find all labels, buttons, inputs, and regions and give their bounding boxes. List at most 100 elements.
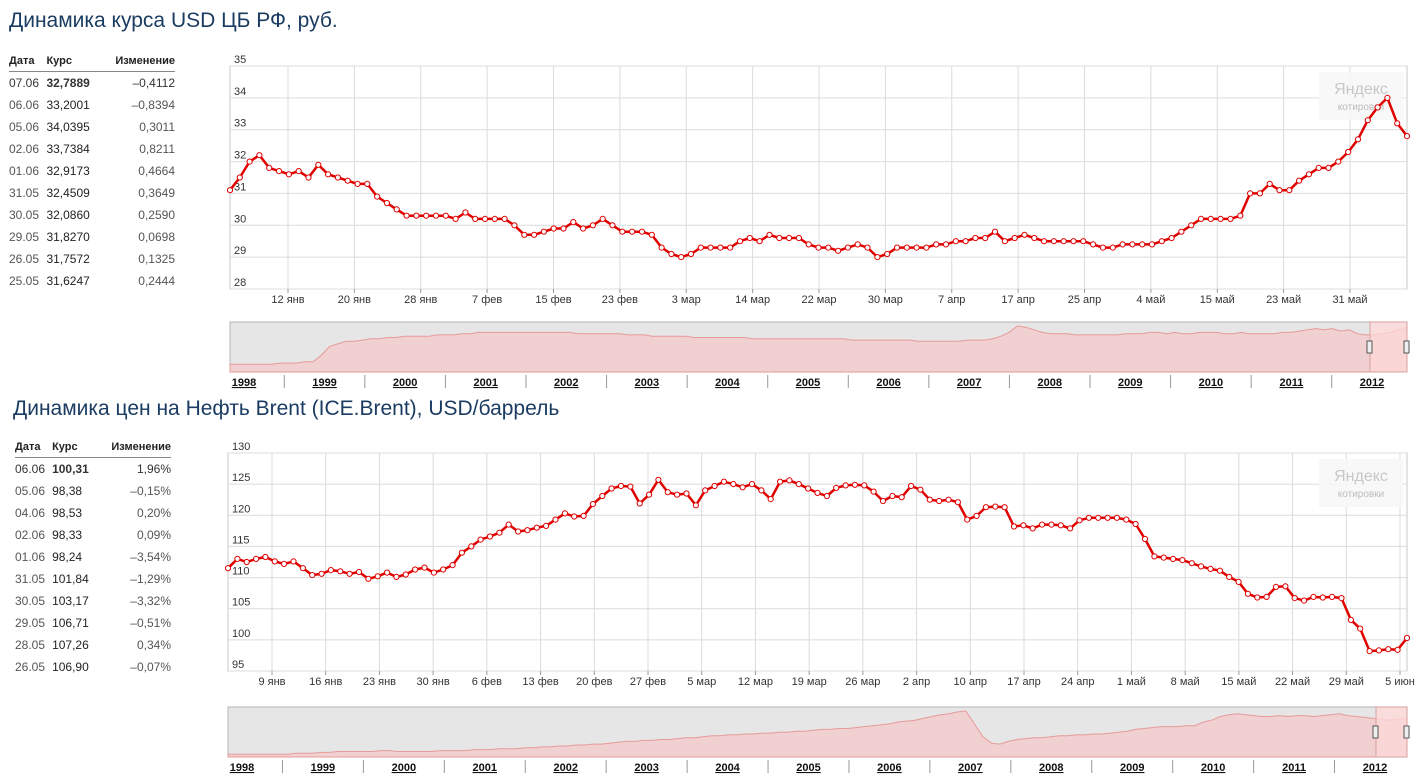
data-point[interactable] [1104, 514, 1111, 521]
data-point[interactable] [580, 512, 587, 520]
data-point[interactable] [870, 488, 877, 495]
data-point[interactable] [1010, 523, 1018, 530]
data-point[interactable] [262, 553, 269, 561]
data-point[interactable] [1403, 133, 1411, 140]
data-point[interactable] [393, 573, 400, 580]
data-point[interactable] [344, 177, 351, 184]
data-point[interactable] [923, 244, 930, 251]
data-point[interactable] [1403, 634, 1411, 642]
data-point[interactable] [318, 570, 325, 577]
data-point[interactable] [1151, 553, 1158, 560]
data-point[interactable] [452, 215, 459, 222]
data-point[interactable] [825, 244, 832, 251]
data-point[interactable] [638, 228, 646, 235]
navigator-year-link[interactable]: 2004 [715, 762, 740, 774]
data-point[interactable] [1301, 597, 1308, 604]
data-point[interactable] [236, 174, 243, 181]
navigator-year-link[interactable]: 2005 [796, 377, 820, 389]
data-point[interactable] [266, 164, 273, 171]
navigator-year-link[interactable]: 2006 [877, 762, 901, 774]
data-point[interactable] [1237, 212, 1244, 219]
data-point[interactable] [1338, 595, 1345, 602]
data-point[interactable] [1139, 241, 1146, 248]
data-point[interactable] [402, 571, 409, 578]
data-point[interactable] [305, 174, 312, 181]
navigator-right-handle[interactable] [1403, 340, 1410, 354]
data-point[interactable] [636, 500, 643, 507]
data-point[interactable] [1070, 238, 1077, 245]
data-point[interactable] [1305, 171, 1313, 178]
data-point[interactable] [472, 215, 479, 222]
data-point[interactable] [1310, 593, 1317, 600]
data-point[interactable] [629, 228, 636, 235]
data-point[interactable] [491, 215, 498, 222]
data-point[interactable] [1207, 215, 1214, 222]
data-point[interactable] [1198, 563, 1205, 570]
data-point[interactable] [570, 219, 577, 226]
data-point[interactable] [550, 225, 557, 232]
data-point[interactable] [1090, 241, 1097, 248]
navigator-year-link[interactable]: 2008 [1039, 762, 1063, 774]
navigator-year-link[interactable]: 2007 [958, 762, 982, 774]
data-point[interactable] [253, 555, 260, 562]
data-point[interactable] [1129, 241, 1136, 248]
data-point[interactable] [1029, 525, 1036, 532]
data-point[interactable] [786, 234, 793, 242]
data-point[interactable] [758, 487, 765, 494]
data-point[interactable] [1085, 514, 1093, 521]
data-point[interactable] [1095, 514, 1102, 521]
data-point[interactable] [256, 152, 263, 159]
data-point[interactable] [678, 254, 685, 261]
data-point[interactable] [421, 564, 428, 571]
data-point[interactable] [393, 206, 400, 213]
navigator-year-link[interactable]: 2001 [473, 377, 497, 389]
data-point[interactable] [1384, 94, 1391, 102]
data-point[interactable] [982, 504, 990, 511]
navigator-year-link[interactable]: 2003 [635, 377, 659, 389]
data-point[interactable] [991, 228, 999, 235]
data-point[interactable] [982, 234, 989, 242]
data-point[interactable] [246, 158, 253, 165]
data-point[interactable] [309, 572, 316, 579]
data-point[interactable] [1031, 234, 1038, 242]
data-point[interactable] [889, 492, 896, 500]
data-point[interactable] [1244, 590, 1252, 597]
data-point[interactable] [462, 209, 469, 216]
data-point[interactable] [739, 484, 746, 491]
navigator-left-handle[interactable] [1366, 340, 1373, 354]
navigator-year-link[interactable]: 2001 [473, 762, 497, 774]
data-point[interactable] [933, 241, 940, 248]
data-point[interactable] [1315, 164, 1322, 171]
data-point[interactable] [403, 212, 410, 219]
data-point[interactable] [580, 225, 587, 232]
data-point[interactable] [1364, 117, 1371, 124]
data-point[interactable] [972, 234, 979, 242]
navigator-year-link[interactable]: 2011 [1279, 377, 1303, 389]
data-point[interactable] [354, 180, 361, 187]
data-point[interactable] [412, 566, 419, 573]
data-point[interactable] [1256, 190, 1264, 197]
data-point[interactable] [776, 234, 783, 242]
usd-chart[interactable]: 28 29 30 31 32 33 34 35 12 янв 20 янв 28 янв 7 фев 1… [0, 0, 1423, 392]
data-point[interactable] [1188, 222, 1195, 229]
data-point[interactable] [226, 187, 234, 194]
data-point[interactable] [1132, 520, 1139, 528]
data-point[interactable] [1394, 646, 1401, 653]
data-point[interactable] [1179, 557, 1186, 564]
data-point[interactable] [1001, 504, 1008, 511]
data-point[interactable] [1001, 238, 1009, 245]
data-point[interactable] [334, 174, 341, 181]
navigator-selection[interactable] [1369, 321, 1408, 373]
data-point[interactable] [346, 570, 353, 577]
data-point[interactable] [486, 533, 494, 540]
data-point[interactable] [571, 513, 578, 520]
data-point[interactable] [707, 244, 714, 251]
data-point[interactable] [777, 478, 784, 485]
data-point[interactable] [442, 212, 449, 219]
data-point[interactable] [384, 569, 391, 576]
data-point[interactable] [325, 171, 332, 178]
data-point[interactable] [1296, 177, 1303, 184]
data-point[interactable] [609, 222, 616, 229]
data-point[interactable] [619, 228, 626, 235]
data-point[interactable] [664, 489, 671, 496]
